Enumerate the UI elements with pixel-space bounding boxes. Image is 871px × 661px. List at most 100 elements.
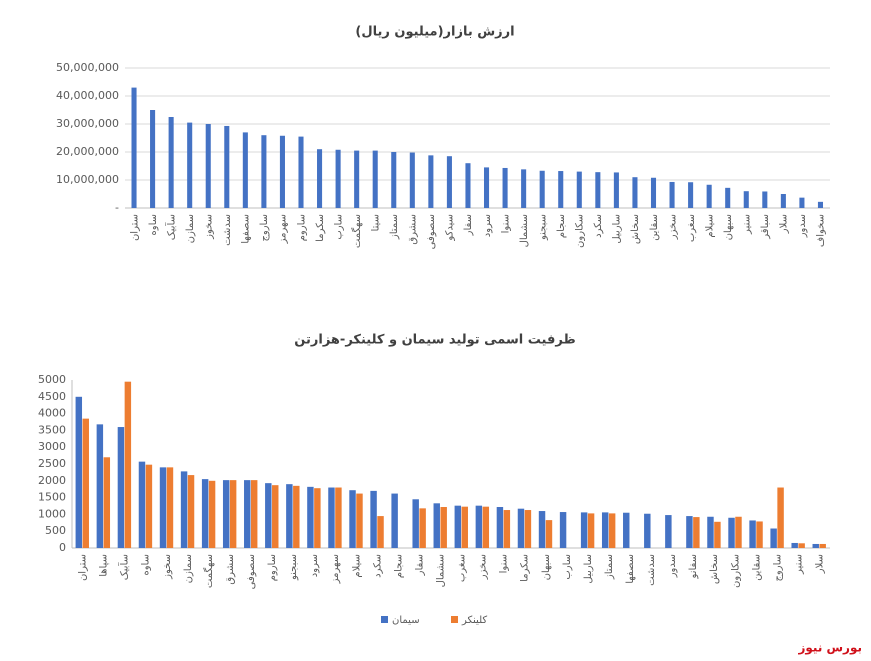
bar: [538, 511, 546, 548]
bar: [669, 181, 675, 208]
x-tick-label: سخوز: [162, 554, 173, 580]
x-tick-label: سهرمز: [278, 214, 289, 244]
bar: [799, 197, 805, 208]
y-tick-label: 30,000,000: [56, 117, 119, 130]
bar: [756, 521, 763, 548]
x-tick-label: سصفها: [625, 554, 636, 584]
x-tick-label: سارب: [562, 554, 573, 580]
x-tick-label: سارب: [333, 214, 344, 240]
bar: [279, 135, 285, 208]
x-tick-label: سآبیک: [164, 214, 177, 240]
bar: [82, 418, 89, 548]
y-tick-label: 10,000,000: [56, 173, 119, 186]
bar: [222, 480, 230, 548]
bar: [208, 480, 216, 548]
bar: [286, 484, 293, 548]
bar: [180, 471, 188, 548]
y-tick-label: 4000: [38, 407, 66, 420]
bar: [224, 125, 230, 208]
bar: [370, 490, 377, 548]
bar: [412, 499, 419, 548]
chart-title: ظرفیت اسمی تولید سیمان و کلینکر-هزارتن: [294, 333, 575, 348]
bar: [502, 167, 508, 208]
x-tick-label: سنیر: [742, 214, 753, 235]
bar: [317, 149, 323, 208]
x-tick-label: سمازن: [185, 214, 196, 243]
bar: [409, 152, 415, 208]
bar: [580, 512, 588, 548]
y-tick-label: 20,000,000: [56, 145, 119, 158]
x-tick-label: سشرق: [408, 214, 419, 245]
bar: [725, 187, 731, 208]
x-tick-label: سباقر: [760, 214, 771, 240]
x-tick-label: ساروم: [296, 214, 307, 241]
bar: [377, 516, 384, 548]
bar: [454, 505, 462, 548]
x-tick-label: سکرما: [520, 554, 531, 582]
x-tick-label: سصوفی: [246, 554, 257, 589]
bar: [770, 528, 777, 548]
y-tick-label: 1500: [38, 491, 66, 504]
bar: [440, 507, 447, 548]
x-tick-label: سجام: [393, 554, 404, 578]
bar: [265, 483, 272, 548]
x-tick-label: سیتا: [370, 214, 381, 231]
x-tick-label: سخزر: [667, 214, 678, 240]
bar: [187, 122, 193, 208]
x-tick-label: سمتاز: [389, 214, 400, 240]
x-tick-label: سپاها: [99, 554, 110, 577]
bar: [650, 177, 657, 208]
x-tick-label: ستران: [78, 554, 89, 581]
x-tick-label: سنوا: [499, 554, 510, 573]
bar: [314, 488, 321, 548]
x-tick-label: سکرما: [315, 214, 326, 242]
bar: [798, 543, 805, 548]
bar: [75, 396, 83, 548]
y-tick-label: 5000: [38, 373, 66, 386]
x-tick-label: سکرد: [593, 214, 604, 238]
x-tick-label: سغرب: [457, 554, 468, 582]
bar: [644, 513, 651, 548]
y-tick-label: 0: [59, 541, 66, 554]
x-tick-label: سجام: [556, 214, 567, 238]
bar: [819, 543, 826, 548]
bar: [356, 493, 363, 548]
x-tick-label: سشمال: [435, 554, 446, 587]
x-tick-label: سهگمت: [203, 554, 215, 588]
legend-swatch: [381, 616, 388, 623]
x-tick-label: سخاش: [630, 214, 641, 244]
bar: [483, 167, 490, 208]
bar: [735, 516, 742, 548]
x-tick-label: سآبیک: [118, 554, 131, 580]
bar: [465, 163, 471, 208]
bar: [623, 512, 630, 548]
legend-label: سیمان: [392, 615, 420, 626]
bar: [103, 457, 111, 548]
bar: [372, 150, 378, 208]
bar: [391, 493, 398, 548]
bar: [138, 461, 146, 548]
bar: [714, 521, 721, 548]
x-tick-label: سشرق: [225, 554, 236, 585]
x-tick-label: سمتاز: [604, 554, 615, 580]
legend-label: کلینکر: [461, 615, 487, 626]
y-tick-label: 2000: [38, 474, 66, 487]
bar: [706, 184, 712, 208]
bar: [608, 513, 616, 548]
bar: [205, 124, 211, 208]
bar: [780, 194, 786, 208]
bar: [168, 117, 174, 208]
bar: [446, 156, 452, 208]
x-tick-label: سشمال: [519, 214, 530, 247]
bar: [166, 467, 174, 548]
x-tick-label: سدشت: [646, 554, 657, 586]
x-tick-label: ساربیل: [583, 554, 594, 584]
x-tick-label: سخوز: [203, 214, 214, 240]
y-tick-label: 4500: [38, 390, 66, 403]
bar: [613, 172, 619, 208]
x-tick-label: سصفها: [241, 214, 252, 244]
x-tick-label: سرود: [309, 554, 320, 577]
x-tick-label: سنوا: [500, 214, 511, 233]
x-tick-label: سهرمز: [330, 554, 341, 584]
